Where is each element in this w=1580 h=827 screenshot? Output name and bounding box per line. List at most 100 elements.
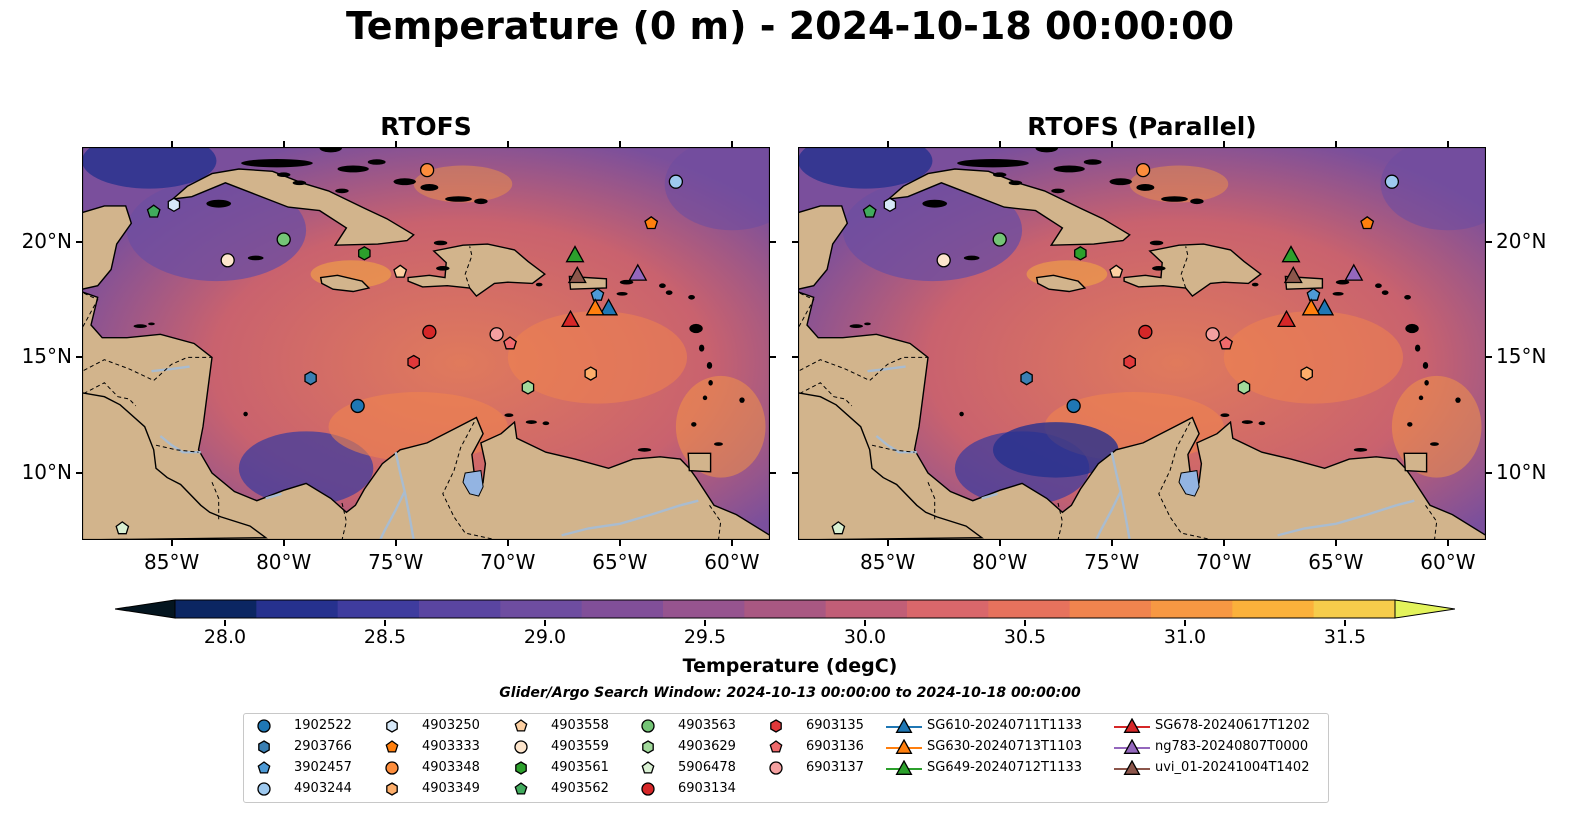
colorbar-tick bbox=[704, 620, 706, 626]
lon-tick-label: 65°W bbox=[592, 550, 648, 574]
legend-pentagon bbox=[385, 740, 399, 753]
land-trinidad bbox=[687, 452, 712, 473]
island bbox=[1375, 283, 1382, 289]
lon-tick-label: 60°W bbox=[704, 550, 760, 574]
colorbar-segment bbox=[825, 600, 908, 618]
colorbar-tick bbox=[1024, 620, 1026, 626]
country-border bbox=[442, 421, 500, 540]
country-border bbox=[82, 356, 212, 382]
lat-tick bbox=[770, 471, 776, 474]
legend-marker-icon bbox=[770, 719, 782, 733]
obs-SG678-20240617T1202 bbox=[560, 309, 581, 328]
legend-triangle bbox=[1123, 739, 1141, 754]
legend-hexagon bbox=[515, 761, 527, 775]
island bbox=[1353, 447, 1368, 452]
island bbox=[849, 324, 863, 329]
lat-tick-label: 20°N bbox=[21, 228, 72, 253]
legend-label: 6903136 bbox=[806, 739, 864, 754]
legend-hexagon bbox=[386, 782, 398, 796]
land-trinidad bbox=[1403, 452, 1428, 473]
legend-label: 4903348 bbox=[422, 760, 480, 775]
legend-marker-icon bbox=[1114, 718, 1150, 733]
panel-title-rtofs: RTOFS bbox=[380, 112, 472, 141]
island bbox=[504, 413, 514, 418]
river bbox=[1095, 490, 1122, 540]
obs-4903629 bbox=[1237, 380, 1251, 395]
obs-SG649-20240712T1133 bbox=[1281, 245, 1301, 263]
obs-4903348 bbox=[419, 162, 435, 178]
island bbox=[1220, 413, 1230, 418]
lon-tick bbox=[730, 540, 733, 546]
legend-label: 3902457 bbox=[294, 760, 352, 775]
obs-4903558 bbox=[1109, 264, 1124, 278]
lon-tick bbox=[1222, 540, 1225, 546]
land-pacific bbox=[82, 392, 268, 540]
lat-tick-label: 20°N bbox=[1496, 228, 1547, 253]
legend-label: 6903134 bbox=[678, 781, 736, 796]
colorbar-segment bbox=[1232, 600, 1315, 618]
map-panel-rtofs bbox=[82, 147, 770, 540]
island bbox=[542, 421, 550, 426]
island bbox=[637, 447, 652, 452]
legend-marker-icon bbox=[642, 740, 654, 754]
country-border bbox=[798, 382, 853, 407]
island bbox=[292, 180, 307, 186]
island bbox=[1136, 183, 1155, 191]
legend-triangle bbox=[895, 718, 913, 733]
lon-tick-label: 85°W bbox=[144, 550, 200, 574]
island bbox=[864, 322, 871, 326]
obs-6903136 bbox=[503, 336, 517, 350]
island bbox=[1418, 395, 1424, 401]
colorbar-tick bbox=[1344, 620, 1346, 626]
island bbox=[1251, 282, 1259, 287]
obs-4903348 bbox=[1135, 162, 1151, 178]
island bbox=[1035, 147, 1058, 153]
lon-tick bbox=[886, 540, 889, 546]
lon-tick bbox=[394, 540, 397, 546]
land-cuba bbox=[886, 168, 1131, 246]
panel-title-rtofs-parallel: RTOFS (Parallel) bbox=[1027, 112, 1257, 141]
legend-marker-icon bbox=[386, 782, 398, 796]
country-border bbox=[211, 482, 220, 520]
obs-6903135 bbox=[407, 354, 420, 370]
river bbox=[159, 435, 201, 454]
land-centralamerica bbox=[82, 291, 770, 540]
obs-4903629 bbox=[521, 380, 535, 395]
obs-4903244 bbox=[668, 174, 684, 189]
island bbox=[959, 411, 964, 417]
country-border bbox=[155, 444, 199, 453]
land-pacific bbox=[798, 392, 984, 540]
colorbar-segment bbox=[1151, 600, 1233, 618]
legend-pentagon bbox=[257, 761, 271, 774]
river bbox=[561, 504, 681, 537]
river bbox=[151, 365, 190, 373]
figure-title: Temperature (0 m) - 2024-10-18 00:00:00 bbox=[345, 4, 1235, 48]
legend-marker-icon bbox=[257, 782, 271, 796]
obs-SG678-20240617T1202 bbox=[1276, 309, 1297, 328]
legend-label: ng783-20240807T0000 bbox=[1155, 739, 1309, 754]
island bbox=[133, 324, 147, 329]
island bbox=[1109, 178, 1132, 186]
legend-label: 1902522 bbox=[294, 718, 352, 733]
legend-marker-icon bbox=[886, 760, 922, 775]
island bbox=[445, 196, 472, 202]
river bbox=[875, 435, 917, 454]
colorbar-segment bbox=[500, 600, 583, 618]
country-border bbox=[927, 482, 936, 520]
island bbox=[713, 442, 723, 446]
obs-4903562 bbox=[146, 204, 161, 218]
colorbar-segment bbox=[663, 600, 745, 618]
lon-tick bbox=[998, 540, 1001, 546]
island bbox=[665, 290, 673, 295]
river bbox=[1277, 504, 1397, 537]
country-border bbox=[82, 291, 99, 330]
legend-marker-icon bbox=[1114, 760, 1150, 775]
island bbox=[1422, 361, 1429, 369]
legend-marker-icon bbox=[385, 740, 399, 753]
colorbar-tick bbox=[864, 620, 866, 626]
legend-label: SG610-20240711T1133 bbox=[927, 718, 1083, 733]
obs-SG630-20240713T1103 bbox=[1301, 298, 1321, 316]
island bbox=[1053, 165, 1085, 173]
legend-marker-icon bbox=[641, 761, 655, 774]
obs-3902457 bbox=[590, 287, 605, 301]
